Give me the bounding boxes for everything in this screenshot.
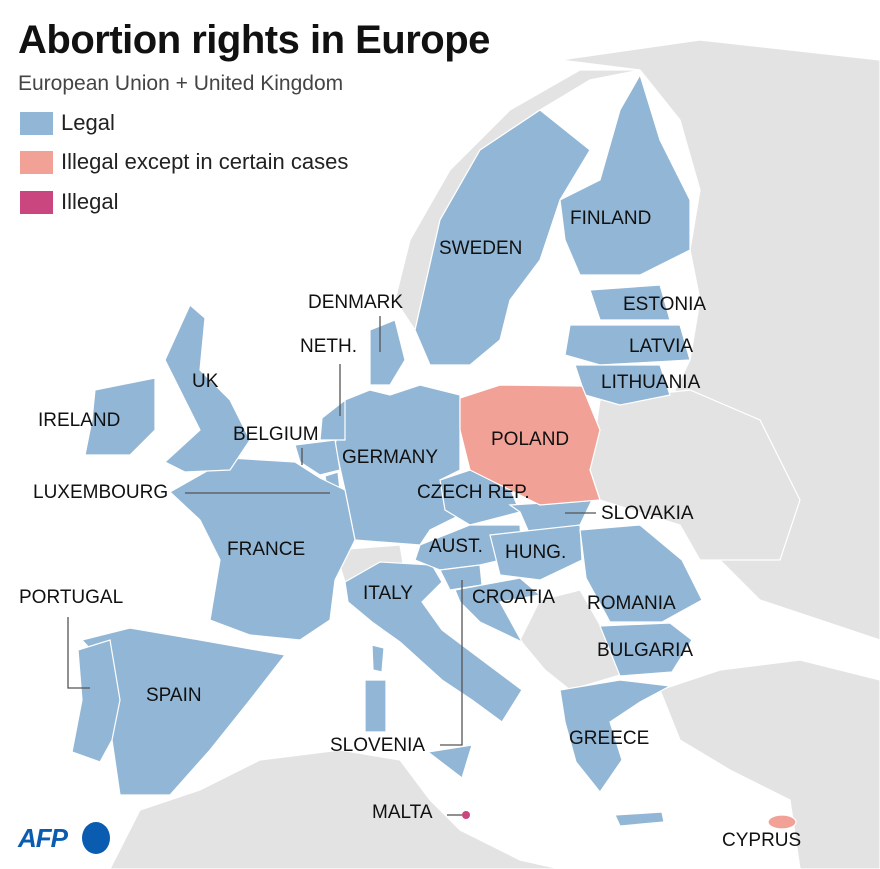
country-belgium[interactable]: [294, 439, 341, 476]
page-subtitle: European Union + United Kingdom: [18, 72, 344, 95]
label-poland: POLAND: [491, 429, 570, 450]
legend-item-partial: Illegal except in certain cases: [20, 149, 348, 175]
legend-label: Illegal except in certain cases: [61, 149, 349, 174]
label-latvia: LATVIA: [629, 336, 694, 357]
label-portugal: PORTUGAL: [19, 587, 124, 608]
afp-logo-circle: [82, 822, 110, 854]
country-croatia[interactable]: [454, 577, 542, 644]
label-hungary: HUNG.: [505, 542, 567, 563]
island-corsica[interactable]: [371, 644, 385, 673]
island-crete[interactable]: [614, 811, 665, 827]
label-italy: ITALY: [363, 583, 413, 604]
label-lithuania: LITHUANIA: [601, 372, 701, 393]
label-ireland: IRELAND: [38, 410, 121, 431]
island-sardinia[interactable]: [364, 679, 387, 733]
label-bulgaria: BULGARIA: [597, 640, 694, 661]
land-norway: [394, 69, 641, 332]
country-sweden[interactable]: [414, 109, 591, 366]
label-czech-republic: CZECH REP.: [417, 482, 530, 503]
country-poland[interactable]: [459, 384, 601, 506]
label-greece: GREECE: [569, 728, 650, 749]
land-north-africa: [109, 749, 561, 869]
label-luxembourg: LUXEMBOURG: [33, 482, 169, 503]
country-cyprus[interactable]: [767, 814, 797, 830]
label-denmark: DENMARK: [308, 292, 404, 313]
legend-swatch-legal: [20, 111, 53, 135]
land-turkey-middle-east: [659, 659, 880, 869]
legend-swatch-partial: [20, 150, 53, 174]
country-greece[interactable]: [559, 679, 672, 794]
island-sicily[interactable]: [426, 744, 473, 780]
label-uk: UK: [192, 371, 219, 392]
label-romania: ROMANIA: [587, 593, 676, 614]
country-italy[interactable]: [344, 561, 523, 723]
country-estonia[interactable]: [589, 284, 671, 321]
label-cyprus: CYPRUS: [722, 830, 802, 851]
label-sweden: SWEDEN: [439, 238, 523, 259]
page-title: Abortion rights in Europe: [18, 18, 490, 62]
label-belgium: BELGIUM: [233, 424, 319, 445]
country-romania[interactable]: [579, 524, 703, 623]
label-germany: GERMANY: [342, 447, 439, 468]
country-ireland[interactable]: [84, 377, 156, 456]
label-netherlands: NETH.: [300, 336, 357, 357]
country-bulgaria[interactable]: [599, 622, 693, 677]
label-france: FRANCE: [227, 539, 306, 560]
country-netherlands[interactable]: [319, 398, 346, 441]
label-finland: FINLAND: [570, 208, 652, 229]
country-portugal[interactable]: [71, 639, 121, 763]
afp-logo: AFP: [18, 823, 68, 853]
label-slovenia: SLOVENIA: [330, 735, 426, 756]
legend-label: Legal: [61, 110, 115, 135]
leader-portugal: [67, 617, 90, 689]
country-uk[interactable]: [163, 304, 251, 473]
label-slovakia: SLOVAKIA: [601, 503, 694, 524]
label-austria: AUST.: [429, 536, 483, 557]
label-croatia: CROATIA: [472, 587, 556, 608]
country-france[interactable]: [168, 457, 356, 641]
label-spain: SPAIN: [146, 685, 202, 706]
label-estonia: ESTONIA: [623, 294, 707, 315]
legend-swatch-illegal: [20, 190, 53, 214]
legend-item-illegal: Illegal: [20, 189, 118, 215]
legend-label: Illegal: [61, 189, 119, 214]
country-finland[interactable]: [559, 73, 691, 276]
leader-slovenia: [440, 580, 463, 746]
legend-item-legal: Legal: [20, 110, 115, 136]
country-malta[interactable]: [462, 811, 470, 819]
country-hungary[interactable]: [489, 524, 583, 581]
country-latvia[interactable]: [564, 324, 691, 366]
country-denmark[interactable]: [369, 319, 406, 386]
label-malta: MALTA: [372, 802, 433, 823]
